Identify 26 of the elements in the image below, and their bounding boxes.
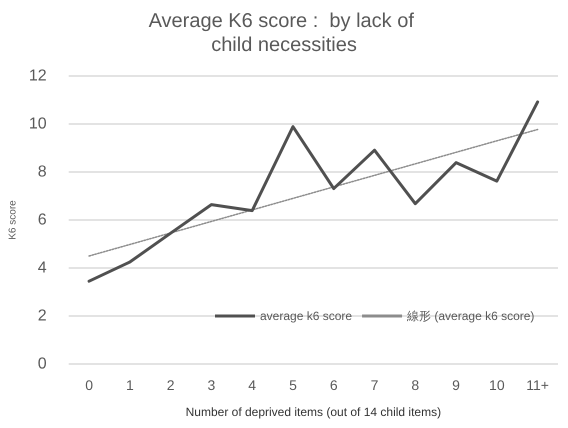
legend-label: average k6 score bbox=[260, 309, 352, 323]
x-tick-label: 6 bbox=[330, 377, 338, 393]
x-tick-label: 1 bbox=[126, 377, 134, 393]
x-tick-label: 5 bbox=[289, 377, 298, 393]
y-tick-label: 10 bbox=[28, 116, 47, 132]
x-axis-title: Number of deprived items (out of 14 child items) bbox=[186, 405, 442, 419]
y-tick-label: 4 bbox=[38, 260, 47, 276]
x-tick-label: 11+ bbox=[526, 377, 549, 393]
legend-label: 線形 (average k6 score) bbox=[406, 309, 534, 323]
y-axis-title: K6 score bbox=[8, 200, 18, 240]
x-tick-label: 10 bbox=[489, 377, 505, 393]
line-series bbox=[88, 128, 538, 257]
x-tick-label: 3 bbox=[208, 377, 216, 393]
y-tick-label: 2 bbox=[38, 308, 47, 324]
x-tick-label: 8 bbox=[411, 377, 420, 393]
y-tick-label: 8 bbox=[38, 164, 47, 180]
line-series bbox=[88, 100, 540, 283]
x-tick-label: 0 bbox=[85, 377, 94, 393]
y-tick-label: 0 bbox=[38, 356, 47, 372]
x-tick-label: 2 bbox=[166, 377, 175, 393]
x-tick-label: 4 bbox=[248, 377, 256, 393]
chart-title: Average K6 score : by lack of child necessities bbox=[148, 10, 420, 56]
x-tick-label: 9 bbox=[452, 377, 460, 393]
y-tick-label: 6 bbox=[38, 212, 47, 228]
x-tick-label: 7 bbox=[370, 377, 379, 393]
y-tick-label: 12 bbox=[28, 68, 47, 84]
